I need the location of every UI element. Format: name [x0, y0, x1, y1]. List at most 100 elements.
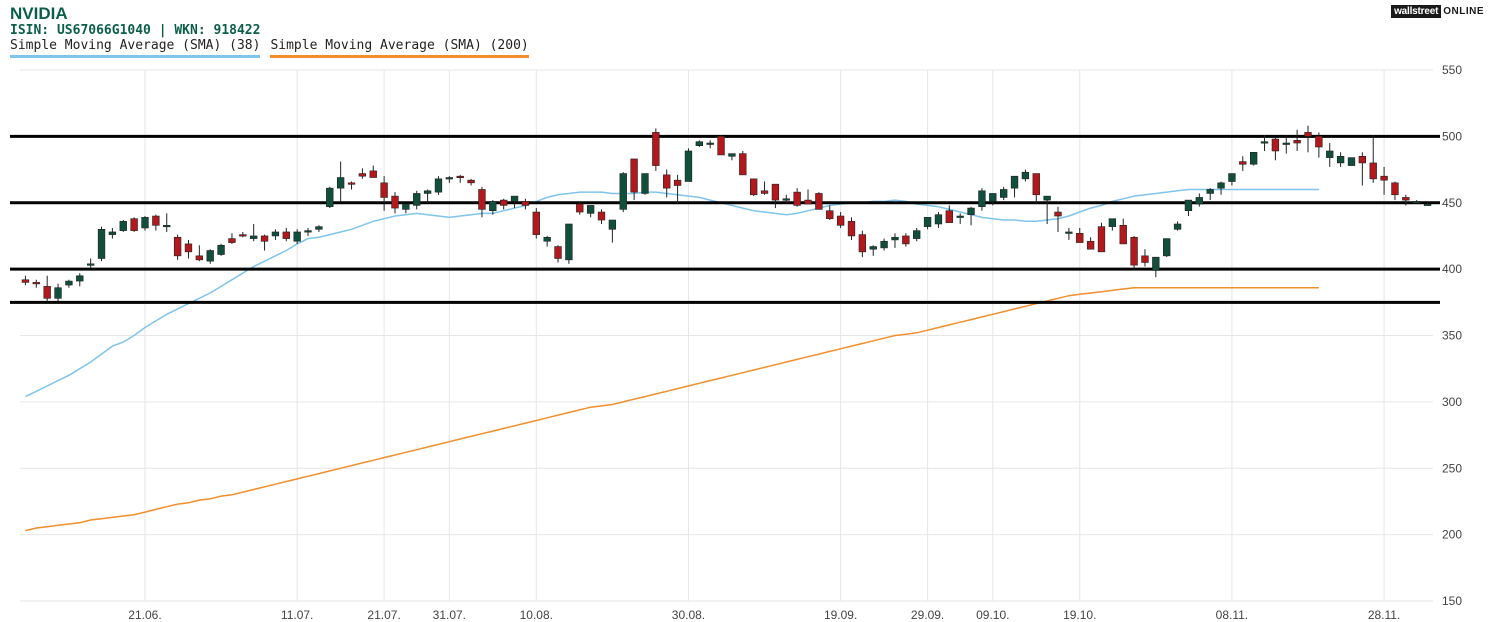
candle-body — [21, 279, 30, 283]
candle-body — [1282, 142, 1290, 145]
candle — [239, 231, 247, 238]
candle — [163, 213, 171, 232]
candle — [217, 243, 225, 256]
candle-body — [489, 201, 497, 212]
candle-body — [1336, 155, 1345, 164]
candle — [1271, 137, 1280, 161]
candle — [858, 230, 867, 258]
candle-body — [1358, 155, 1367, 164]
x-tick-label: 30.08. — [672, 608, 705, 622]
candle — [1402, 194, 1410, 206]
legend-sma-38[interactable]: Simple Moving Average (SMA) (38) — [10, 38, 261, 58]
candle-body — [967, 207, 975, 215]
candle — [43, 275, 51, 303]
candle-body — [913, 230, 921, 239]
candle — [152, 214, 160, 231]
page-title: NVIDIA — [10, 4, 68, 23]
candle — [1326, 143, 1334, 167]
candle-body — [173, 236, 182, 257]
candle-body — [739, 153, 747, 176]
candle-body — [543, 236, 551, 242]
candle-body — [76, 275, 84, 282]
candle — [532, 208, 540, 239]
candle-body — [423, 190, 432, 194]
candle-body — [717, 136, 725, 156]
candle-body — [510, 195, 519, 202]
candle — [945, 205, 953, 223]
candle-body — [793, 191, 801, 206]
candle — [1141, 249, 1149, 267]
candle — [119, 220, 127, 232]
candle — [423, 189, 432, 203]
candle-body — [271, 231, 280, 237]
candle-body — [750, 178, 758, 196]
candle — [999, 186, 1008, 201]
candle — [1021, 169, 1030, 182]
candle — [434, 176, 443, 195]
candle-body — [326, 187, 334, 208]
candle-body — [934, 214, 943, 225]
logo-box: wallstreet — [1391, 5, 1442, 18]
x-tick-label: 28.11. — [1368, 608, 1400, 622]
candle-body — [1249, 152, 1258, 165]
candle — [826, 205, 834, 221]
candle — [413, 190, 421, 210]
candle-body — [771, 183, 780, 201]
candle — [956, 213, 964, 224]
candle-body — [65, 280, 73, 286]
candle-body — [554, 246, 562, 259]
candle — [141, 216, 149, 231]
candle-body — [1097, 226, 1106, 253]
candle-body — [336, 177, 345, 189]
candle-body — [619, 173, 627, 210]
candle — [934, 212, 943, 228]
legend-sma-200[interactable]: Simple Moving Average (SMA) (200) — [270, 38, 529, 58]
candle — [108, 227, 117, 239]
candle — [1304, 125, 1312, 153]
candle — [315, 225, 323, 232]
x-tick-label: 10.08. — [520, 608, 553, 622]
candle — [1336, 152, 1345, 167]
candle-body — [250, 235, 258, 239]
candle-body — [576, 203, 584, 213]
candle-body — [500, 199, 508, 206]
candle-body — [858, 234, 867, 253]
candle-body — [217, 244, 225, 255]
candle — [804, 189, 812, 205]
y-tick-label: 150 — [1442, 594, 1462, 608]
candle-body — [1076, 232, 1084, 243]
candle — [402, 203, 410, 214]
candle-body — [456, 175, 464, 178]
x-tick-label: 08.11. — [1216, 608, 1248, 622]
candle — [1108, 218, 1117, 231]
candle-body — [1347, 157, 1356, 166]
candle-body — [206, 250, 214, 262]
candle-body — [1054, 211, 1062, 217]
x-tick-label: 09.10. — [976, 608, 1009, 622]
candle — [1032, 173, 1040, 205]
candle — [1249, 152, 1258, 166]
candle-body — [1423, 203, 1432, 206]
candle-body — [695, 141, 703, 146]
candle-body — [434, 178, 443, 193]
candle-body — [282, 231, 290, 239]
x-tick-label: 29.09. — [911, 608, 944, 622]
candle-body — [1152, 256, 1160, 271]
candle-body — [641, 173, 649, 194]
candle — [880, 238, 888, 251]
candle — [391, 192, 399, 214]
candle — [869, 245, 877, 256]
candle-body — [32, 282, 40, 285]
candle-body — [1260, 141, 1269, 144]
candle-body — [369, 170, 377, 178]
candle — [260, 234, 269, 251]
candle — [967, 206, 975, 226]
candle-body — [445, 177, 454, 180]
candle — [565, 223, 573, 264]
candle — [836, 212, 845, 228]
candle-body — [923, 217, 932, 227]
candle-body — [413, 193, 421, 206]
candle-body — [260, 235, 269, 242]
candle-body — [1021, 171, 1030, 180]
